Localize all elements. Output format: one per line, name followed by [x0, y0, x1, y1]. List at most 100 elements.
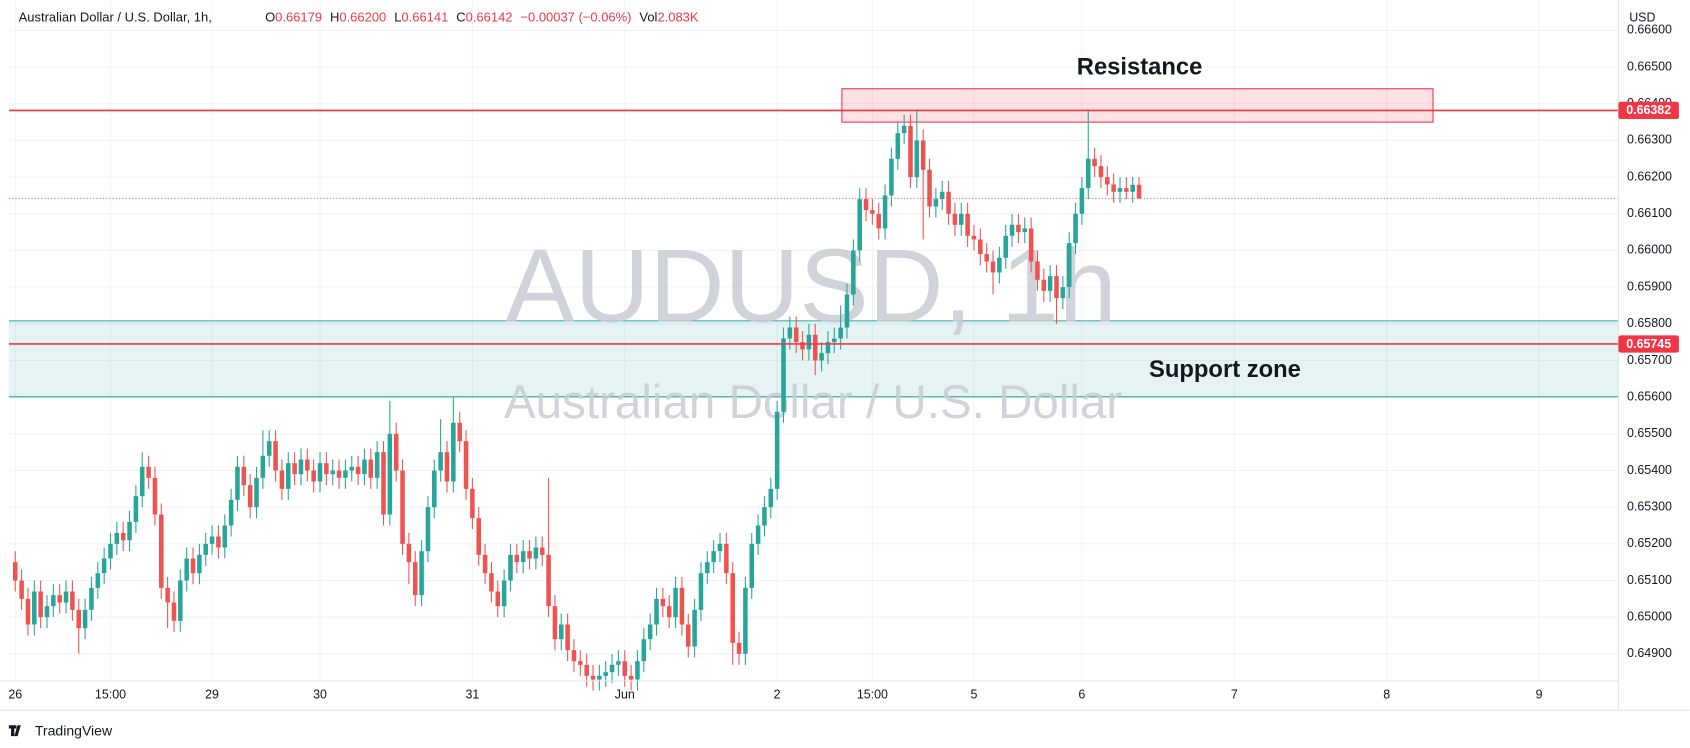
- candle-body: [489, 573, 494, 592]
- candle-body: [870, 210, 875, 214]
- candle-body: [647, 624, 653, 640]
- candle-body: [400, 470, 405, 544]
- candle-body: [965, 213, 970, 236]
- candle-body: [793, 327, 799, 343]
- candle-body: [698, 573, 704, 610]
- candle-body: [95, 573, 101, 588]
- candle-body: [362, 459, 367, 475]
- candle-body: [781, 338, 786, 412]
- candle-body: [190, 558, 196, 574]
- ohlc-label: O: [265, 10, 275, 25]
- candle-body: [273, 441, 278, 471]
- candle-body: [768, 488, 774, 508]
- candle-body: [311, 470, 316, 482]
- candle-body: [876, 213, 882, 229]
- candle-body: [1022, 228, 1028, 233]
- candle-body: [666, 606, 672, 618]
- candle-body: [889, 158, 894, 196]
- y-tick-label: 0.65200: [1627, 536, 1672, 550]
- y-tick-label: 0.64900: [1627, 646, 1672, 660]
- candle-body: [38, 591, 43, 618]
- candle-body: [178, 580, 183, 621]
- candle-body: [184, 558, 189, 581]
- candle-body: [171, 602, 177, 621]
- candle-body: [1079, 188, 1085, 214]
- candle-body: [19, 580, 24, 599]
- candle-body: [139, 466, 145, 497]
- y-tick-label: 0.65900: [1627, 279, 1672, 293]
- candle-body: [1130, 184, 1135, 192]
- candle-body: [863, 199, 869, 211]
- y-tick-label: 0.65400: [1627, 463, 1672, 477]
- candle-body: [1009, 224, 1015, 236]
- volume-label: Vol: [639, 10, 657, 25]
- legend-header: Australian Dollar / U.S. Dollar, 1h, O0.…: [19, 10, 699, 25]
- candle-body: [1085, 158, 1091, 189]
- candle-body: [952, 213, 958, 225]
- candle-body: [997, 257, 1002, 273]
- candle-body: [387, 433, 393, 515]
- y-tick-label: 0.66300: [1627, 133, 1672, 147]
- candle-body: [146, 466, 151, 478]
- x-tick-label: 9: [1536, 687, 1543, 701]
- candle-body: [203, 543, 208, 555]
- candle-body: [743, 587, 748, 654]
- candle-body: [330, 470, 335, 475]
- y-tick-label: 0.65000: [1627, 609, 1672, 623]
- candle-body: [584, 664, 589, 676]
- watermark-description: Australian Dollar / U.S. Dollar: [504, 376, 1122, 429]
- candle-body: [933, 199, 939, 207]
- y-tick-label: 0.65600: [1627, 389, 1672, 403]
- candle-body: [990, 261, 996, 273]
- candle-body: [336, 470, 342, 478]
- tradingview-logo[interactable]: TradingView: [8, 723, 113, 739]
- candle-body: [812, 334, 818, 361]
- candle-body: [705, 562, 710, 574]
- candle-body: [971, 235, 977, 240]
- candle-body: [451, 422, 456, 482]
- y-tick-label: 0.66000: [1627, 243, 1672, 257]
- candle-body: [432, 470, 437, 508]
- x-tick-label: 2: [774, 687, 781, 701]
- candle-body: [819, 353, 824, 361]
- ohlc-value: 0.66200: [339, 10, 386, 25]
- candle-body: [1028, 228, 1034, 262]
- candle-body: [946, 191, 951, 214]
- candle-body: [152, 477, 158, 515]
- candle-body: [597, 675, 602, 680]
- candle-body: [590, 675, 596, 680]
- candle-body: [70, 591, 75, 610]
- price-label: 0.65745: [1626, 337, 1671, 351]
- candle-body: [32, 591, 37, 625]
- candle-body: [57, 595, 62, 603]
- candle-body: [514, 554, 520, 563]
- candle-body: [235, 466, 240, 500]
- candle-body: [838, 327, 843, 339]
- candle-body: [851, 250, 856, 295]
- candle-body: [165, 587, 170, 603]
- candle-body: [412, 562, 418, 596]
- candle-body: [1060, 287, 1066, 299]
- candle-body: [1016, 224, 1021, 233]
- y-tick-label: 0.66600: [1627, 23, 1672, 37]
- candle-body: [520, 551, 526, 563]
- candle-body: [1066, 243, 1072, 288]
- candle-body: [603, 672, 608, 676]
- x-tick-label: 31: [465, 687, 479, 701]
- x-tick-label: 8: [1383, 687, 1390, 701]
- candle-body: [685, 624, 691, 647]
- candle-body: [654, 598, 659, 625]
- candle-body: [44, 606, 50, 618]
- candle-body: [89, 587, 94, 610]
- candle-body: [305, 459, 310, 471]
- candle-body: [787, 327, 793, 339]
- candle-body: [159, 514, 164, 588]
- candle-body: [1136, 184, 1142, 199]
- candle-body: [755, 525, 761, 544]
- candle-body: [209, 536, 215, 544]
- candle-body: [984, 254, 989, 262]
- candle-body: [920, 140, 926, 170]
- ohlc-value: 0.66141: [401, 10, 448, 25]
- candle-body: [628, 675, 634, 680]
